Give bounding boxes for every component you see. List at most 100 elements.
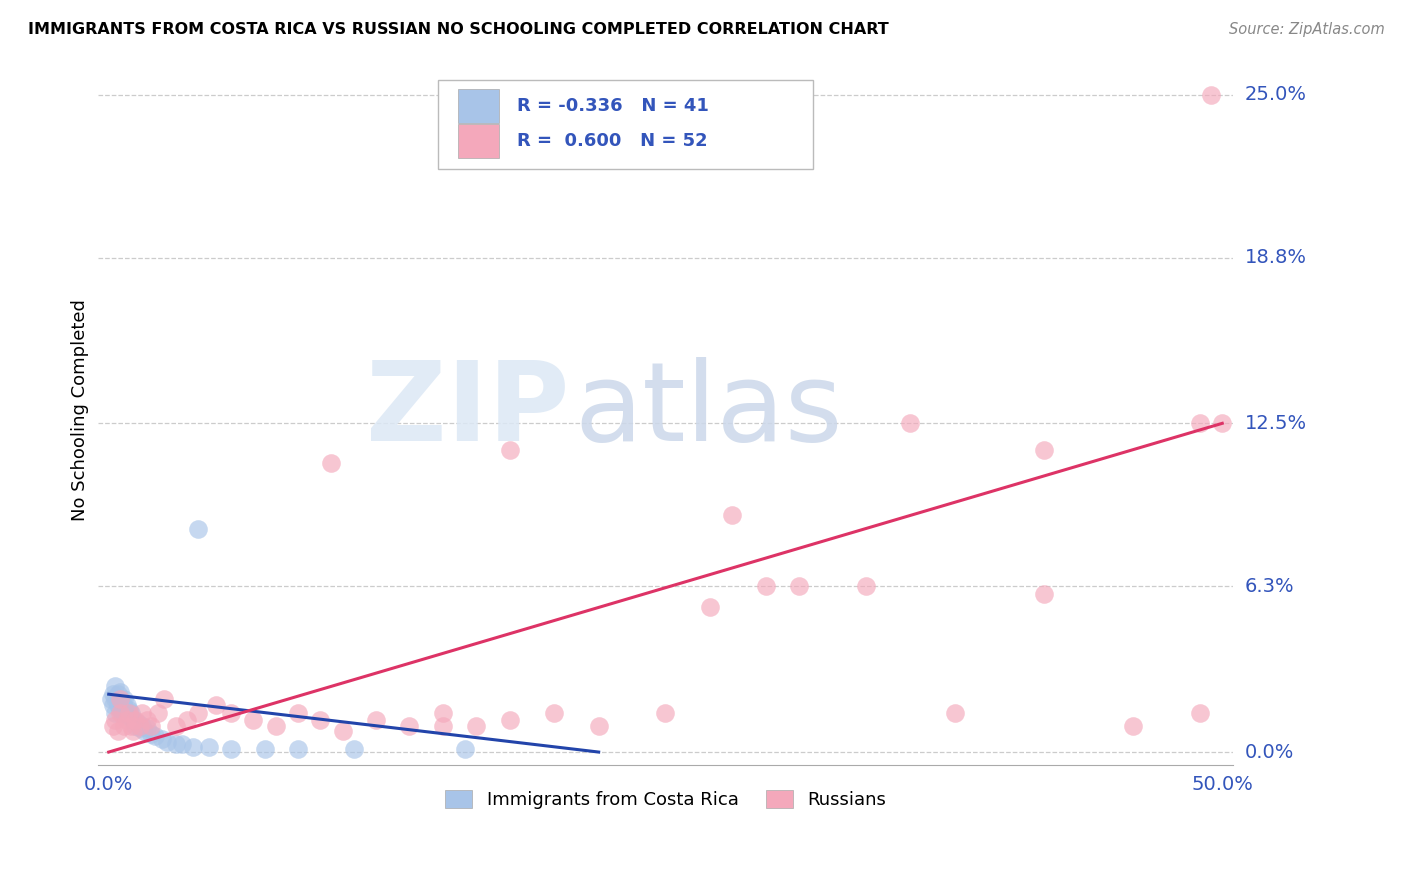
Point <box>432 719 454 733</box>
Point <box>1211 417 1233 431</box>
Point <box>111 695 134 709</box>
Point <box>364 714 387 728</box>
Point <box>855 579 877 593</box>
Point <box>332 724 354 739</box>
Point <box>101 698 124 712</box>
Point <box>755 579 778 593</box>
Point <box>943 706 966 720</box>
Text: 6.3%: 6.3% <box>1244 577 1294 596</box>
Point <box>309 714 332 728</box>
Point <box>122 724 145 739</box>
Text: 18.8%: 18.8% <box>1244 248 1306 267</box>
Point <box>112 719 135 733</box>
Point <box>107 698 129 712</box>
Point <box>219 706 242 720</box>
Point <box>135 714 157 728</box>
Point <box>104 706 127 720</box>
Point <box>454 742 477 756</box>
Point <box>176 714 198 728</box>
Point <box>321 456 343 470</box>
Point <box>343 742 366 756</box>
Point <box>115 698 138 712</box>
Point <box>107 724 129 739</box>
Point <box>498 442 520 457</box>
Point <box>124 714 146 728</box>
Point <box>1033 442 1056 457</box>
Point <box>120 706 142 720</box>
Text: 0.0%: 0.0% <box>1244 742 1294 762</box>
Point <box>135 722 157 736</box>
Point <box>120 719 142 733</box>
Point <box>128 719 150 733</box>
Point <box>128 722 150 736</box>
Point <box>588 719 610 733</box>
Point <box>498 714 520 728</box>
Point <box>150 731 173 746</box>
Point <box>115 714 138 728</box>
Point <box>118 703 141 717</box>
Text: Source: ZipAtlas.com: Source: ZipAtlas.com <box>1229 22 1385 37</box>
Point <box>465 719 488 733</box>
Point <box>153 692 176 706</box>
Point <box>104 679 127 693</box>
Point <box>900 417 922 431</box>
Point <box>699 600 721 615</box>
Point <box>1188 417 1211 431</box>
FancyBboxPatch shape <box>457 88 499 122</box>
Point <box>253 742 276 756</box>
Point <box>432 706 454 720</box>
Point <box>787 579 810 593</box>
Point <box>165 737 187 751</box>
Point <box>139 726 162 740</box>
Point <box>122 714 145 728</box>
Point <box>131 706 153 720</box>
Point <box>146 706 169 720</box>
Point <box>398 719 420 733</box>
Point <box>134 724 156 739</box>
Text: R = -0.336   N = 41: R = -0.336 N = 41 <box>516 96 709 114</box>
Point <box>187 522 209 536</box>
Point <box>101 687 124 701</box>
Point <box>204 698 226 712</box>
Point <box>104 714 127 728</box>
Text: atlas: atlas <box>575 357 844 464</box>
Point <box>127 716 149 731</box>
Point <box>108 706 131 720</box>
Text: R =  0.600   N = 52: R = 0.600 N = 52 <box>516 132 707 150</box>
Point <box>108 692 131 706</box>
Point <box>124 719 146 733</box>
FancyBboxPatch shape <box>439 80 813 169</box>
Point <box>1033 587 1056 601</box>
Text: IMMIGRANTS FROM COSTA RICA VS RUSSIAN NO SCHOOLING COMPLETED CORRELATION CHART: IMMIGRANTS FROM COSTA RICA VS RUSSIAN NO… <box>28 22 889 37</box>
Point <box>1188 706 1211 720</box>
Point <box>721 508 744 523</box>
Point <box>187 706 209 720</box>
Point <box>111 706 134 720</box>
Point <box>1199 87 1222 102</box>
Point <box>131 719 153 733</box>
Point <box>654 706 676 720</box>
FancyBboxPatch shape <box>457 124 499 158</box>
Point <box>108 692 131 706</box>
Point <box>115 708 138 723</box>
Text: 25.0%: 25.0% <box>1244 85 1306 104</box>
Text: ZIP: ZIP <box>366 357 569 464</box>
Point <box>156 734 179 748</box>
Point <box>101 719 124 733</box>
Point <box>139 719 162 733</box>
Point <box>100 692 122 706</box>
Point <box>264 719 287 733</box>
Point <box>287 706 309 720</box>
Point <box>107 687 129 701</box>
Point <box>104 692 127 706</box>
Point <box>112 700 135 714</box>
Point <box>543 706 565 720</box>
Point <box>219 742 242 756</box>
Point <box>183 739 205 754</box>
Point <box>165 719 187 733</box>
Point <box>112 692 135 706</box>
Point <box>118 706 141 720</box>
Legend: Immigrants from Costa Rica, Russians: Immigrants from Costa Rica, Russians <box>437 783 893 816</box>
Point <box>287 742 309 756</box>
Y-axis label: No Schooling Completed: No Schooling Completed <box>72 299 89 521</box>
